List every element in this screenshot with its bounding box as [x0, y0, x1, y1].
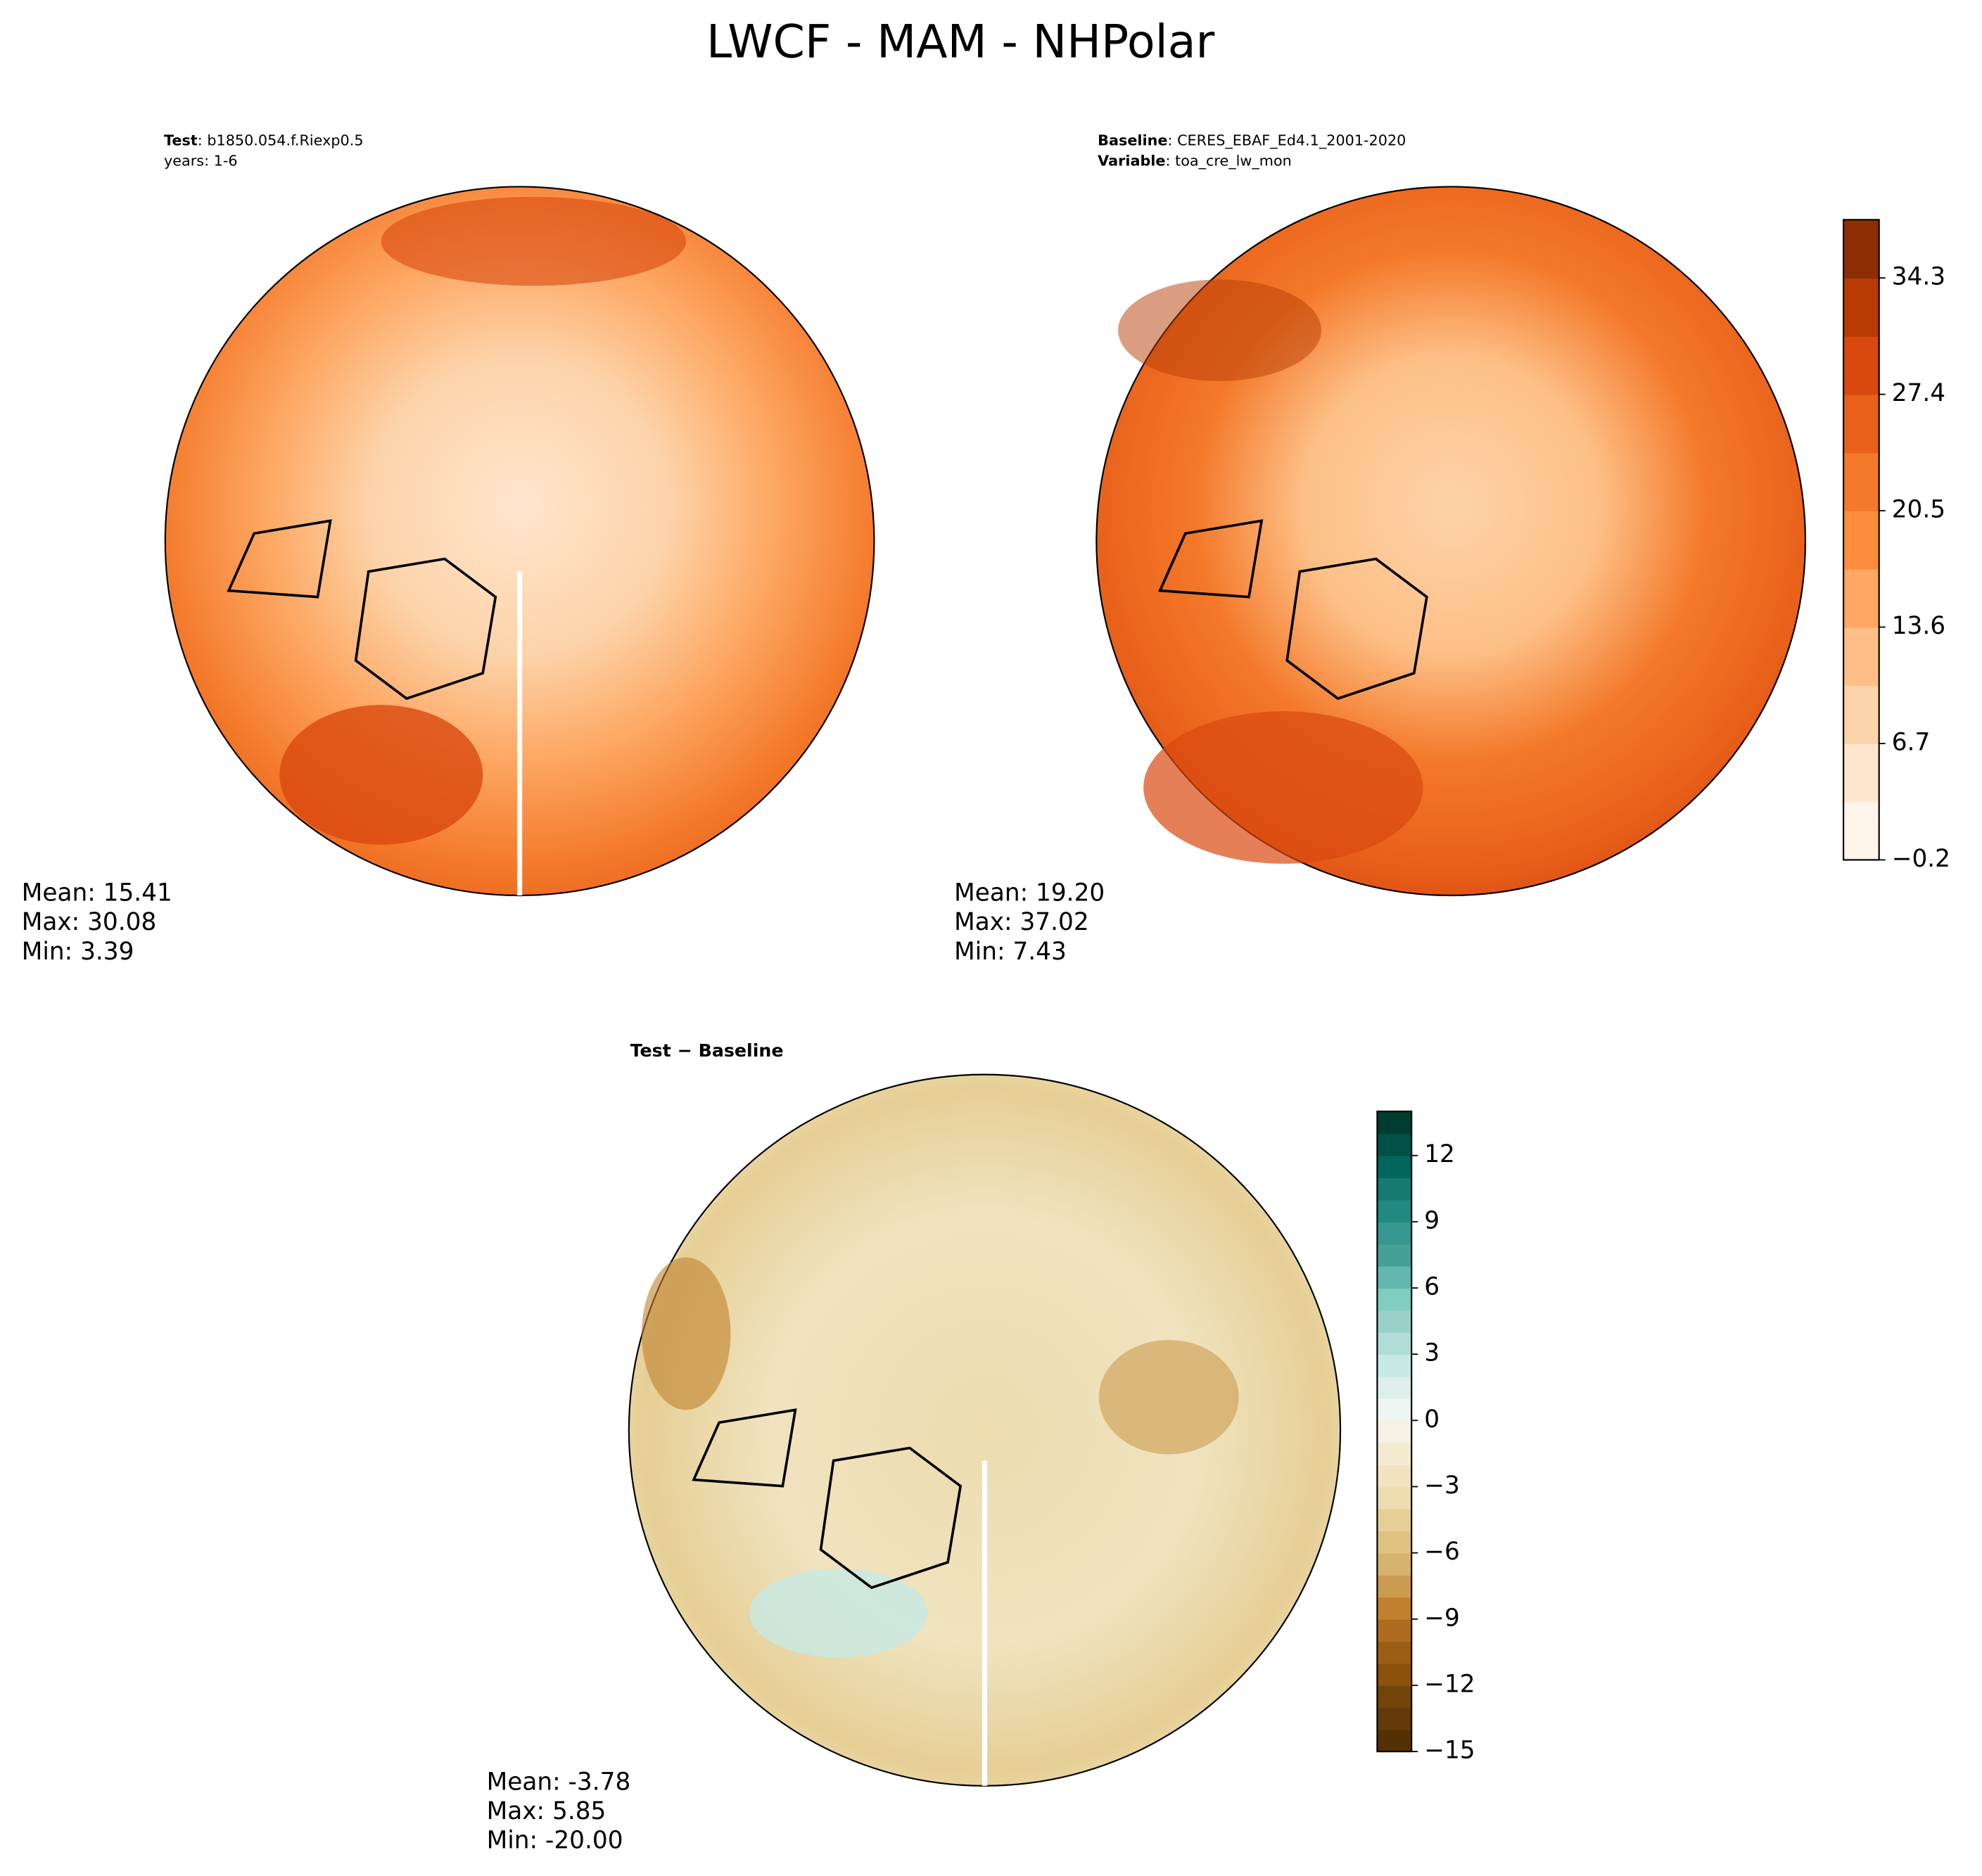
panel-header: Test: b1850.054.f.Riexp0.5 [164, 132, 364, 148]
colorbar-band [1377, 1574, 1412, 1598]
panel-header: years: 1-6 [164, 152, 238, 169]
colorbar-band [1377, 1442, 1412, 1465]
colorbar-tick-label: −15 [1424, 1737, 1475, 1765]
map-region [1143, 711, 1423, 864]
header-value: : toa_cre_lw_mon [1166, 152, 1292, 170]
colorbar-band [1377, 1486, 1412, 1510]
colorbar-tick-label: 34.3 [1892, 263, 1945, 291]
stat-line: Mean: -3.78 [487, 1768, 631, 1797]
stat-line: Min: 7.43 [954, 938, 1067, 966]
colorbar-band [1377, 1508, 1412, 1532]
stat-line: Min: 3.39 [22, 938, 134, 966]
map-baseline [1095, 186, 1807, 897]
figure-title: LWCF - MAM - NHPolar [706, 15, 1215, 68]
map-region [641, 1257, 731, 1410]
colorbar-band [1377, 1420, 1412, 1443]
colorbar-band [1377, 1111, 1412, 1135]
colorbar-band [1377, 1155, 1412, 1179]
header-value: : CERES_EBAF_Ed4.1_2001-2020 [1167, 132, 1406, 149]
colorbar-frame [1843, 219, 1880, 861]
colorbar-band [1377, 1310, 1412, 1333]
colorbar-band [1377, 1552, 1412, 1576]
colorbar-band [1843, 568, 1879, 628]
stat-line: Max: 5.85 [487, 1797, 606, 1825]
colorbar-band [1377, 1332, 1412, 1355]
colorbar-tick-label: 6.7 [1892, 728, 1931, 756]
stat-line: Min: -20.00 [487, 1827, 623, 1855]
colorbar-tick-label: 12 [1424, 1140, 1455, 1168]
coastline [1157, 519, 1428, 701]
colorbar-band [1377, 1178, 1412, 1201]
colorbar-band [1377, 1133, 1412, 1156]
colorbar-band [1843, 219, 1879, 279]
colorbar-tick-label: 3 [1424, 1339, 1440, 1367]
colorbar-tick-label: −12 [1424, 1670, 1475, 1698]
map-region [1098, 1340, 1239, 1455]
colorbar-band [1377, 1619, 1412, 1642]
colorbar-band [1843, 452, 1879, 511]
map-region [749, 1569, 928, 1658]
colorbar-tick-label: −3 [1424, 1472, 1460, 1500]
colorbar-band [1377, 1663, 1412, 1686]
header-key: Test − Baseline [630, 1040, 784, 1061]
colorbar-band [1843, 511, 1879, 570]
colorbar-band [1377, 1376, 1412, 1399]
colorbar-band [1377, 1288, 1412, 1311]
colorbar-band [1377, 1354, 1412, 1377]
map-region [279, 705, 483, 845]
colorbar-band [1377, 1265, 1412, 1289]
colorbar-band [1377, 1244, 1412, 1267]
colorbar-tick-label: 0 [1424, 1405, 1440, 1434]
colorbar-tick-label: 9 [1424, 1206, 1440, 1234]
stat-line: Max: 30.08 [22, 908, 157, 936]
panel-header: Variable: toa_cre_lw_mon [1098, 152, 1292, 170]
map-region [1118, 279, 1321, 381]
colorbar-band [1377, 1597, 1412, 1620]
colorbar-band [1843, 394, 1879, 454]
coastline [692, 1408, 963, 1590]
map-seam [982, 1460, 988, 1786]
map-region [381, 196, 687, 286]
colorbar-band [1377, 1398, 1412, 1422]
map-test [164, 186, 875, 897]
colorbar-tick-label: 6 [1424, 1273, 1440, 1301]
colorbar-band [1843, 801, 1879, 861]
colorbar-tick-label: −0.2 [1892, 845, 1950, 873]
colorbar-band [1377, 1685, 1412, 1709]
stat-line: Mean: 19.20 [954, 879, 1105, 907]
colorbar-band [1843, 278, 1879, 337]
colorbar-band [1377, 1465, 1412, 1488]
colorbar-band [1377, 1199, 1412, 1223]
colorbar-band [1843, 685, 1879, 744]
header-key: Baseline [1098, 132, 1167, 148]
colorbar-band [1377, 1729, 1412, 1752]
stat-line: Mean: 15.41 [22, 879, 172, 907]
header-key: Test [164, 132, 198, 148]
colorbar-tick-label: 13.6 [1892, 612, 1945, 640]
panel-header: Baseline: CERES_EBAF_Ed4.1_2001-2020 [1098, 132, 1406, 149]
colorbar-tick-label: 20.5 [1892, 496, 1945, 524]
map-difference [628, 1073, 1342, 1787]
colorbar-tick-label: 27.4 [1892, 379, 1945, 407]
colorbar-band [1377, 1641, 1412, 1664]
colorbar-tick-label: −9 [1424, 1604, 1460, 1632]
colorbar-band [1377, 1221, 1412, 1245]
colorbar-band [1843, 336, 1879, 395]
colorbar-tick-label: −6 [1424, 1538, 1460, 1566]
map-seam [516, 571, 523, 896]
colorbar-frame [1376, 1110, 1413, 1753]
colorbar-band [1377, 1707, 1412, 1730]
panel-header: Test − Baseline [630, 1040, 784, 1061]
colorbar-band [1843, 627, 1879, 687]
header-key: Variable [1098, 152, 1165, 169]
coastline [227, 519, 497, 701]
colorbar-band [1377, 1531, 1412, 1554]
header-value: years: 1-6 [164, 152, 238, 169]
header-value: : b1850.054.f.Riexp0.5 [198, 132, 364, 148]
colorbar-band [1843, 743, 1879, 803]
stat-line: Max: 37.02 [954, 908, 1089, 936]
